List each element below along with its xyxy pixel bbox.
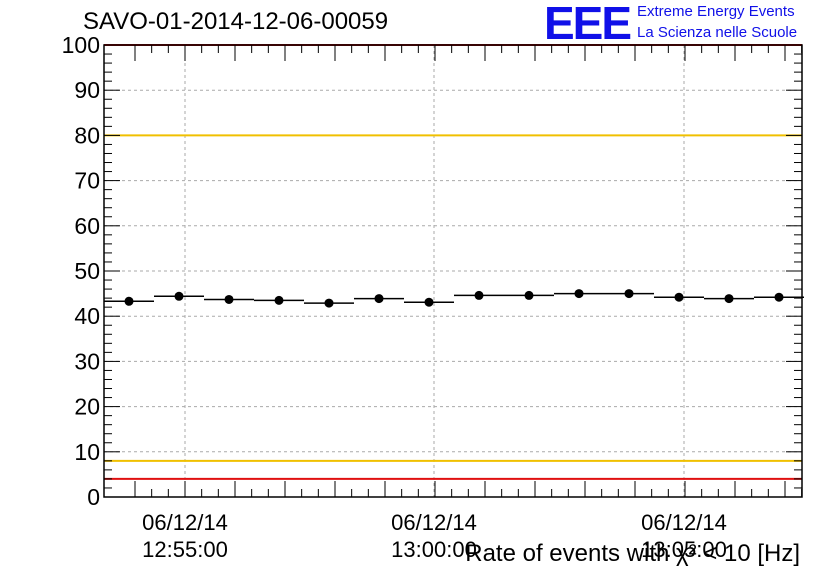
data-point [774, 292, 784, 302]
grid [104, 45, 802, 497]
eee-logo: EEE [544, 0, 632, 49]
reference-lines [104, 44, 802, 480]
x-tick-label-date: 06/12/14 [391, 510, 477, 535]
x-tick-labels: 06/12/1412:55:0006/12/1413:00:0006/12/14… [142, 510, 727, 562]
logo-subtitle-1: Extreme Energy Events [637, 3, 795, 20]
y-tick-label: 80 [74, 122, 100, 148]
y-tick-label: 90 [74, 77, 100, 103]
data-point [174, 291, 184, 301]
data-point [274, 295, 284, 305]
data-point [374, 294, 384, 304]
data-point [524, 290, 534, 300]
x-tick-label-date: 06/12/14 [142, 510, 228, 535]
axis-ticks [104, 44, 803, 498]
data-point [424, 297, 434, 307]
data-series [104, 289, 804, 308]
y-tick-label: 20 [74, 394, 100, 420]
y-tick-label: 50 [74, 258, 100, 284]
y-tick-label: 0 [87, 484, 100, 510]
x-tick-label-date: 06/12/14 [641, 510, 727, 535]
x-axis-title: Rate of events with χ² < 10 [Hz] [465, 540, 800, 567]
data-point [124, 296, 134, 306]
data-point [324, 298, 334, 308]
y-tick-label: 70 [74, 168, 100, 194]
data-point [624, 289, 634, 299]
x-tick-label-time: 12:55:00 [142, 537, 228, 562]
chart-title: SAVO-01-2014-12-06-00059 [83, 8, 389, 35]
x-tick-label-time: 13:05:00 [641, 537, 727, 562]
data-point [674, 292, 684, 302]
y-tick-label: 100 [62, 32, 100, 58]
x-tick-label-time: 13:00:00 [391, 537, 477, 562]
y-tick-label: 40 [74, 303, 100, 329]
data-point [574, 289, 584, 299]
data-point [724, 294, 734, 304]
y-tick-label: 30 [74, 348, 100, 374]
logo-subtitle-2: La Scienza nelle Scuole [637, 24, 798, 41]
y-tick-label: 10 [74, 439, 100, 465]
data-point [224, 294, 234, 304]
y-tick-label: 60 [74, 213, 100, 239]
data-point [474, 290, 484, 300]
y-tick-labels: 0 10 20 30 40 50 60 70 80 90 100 [62, 32, 100, 510]
